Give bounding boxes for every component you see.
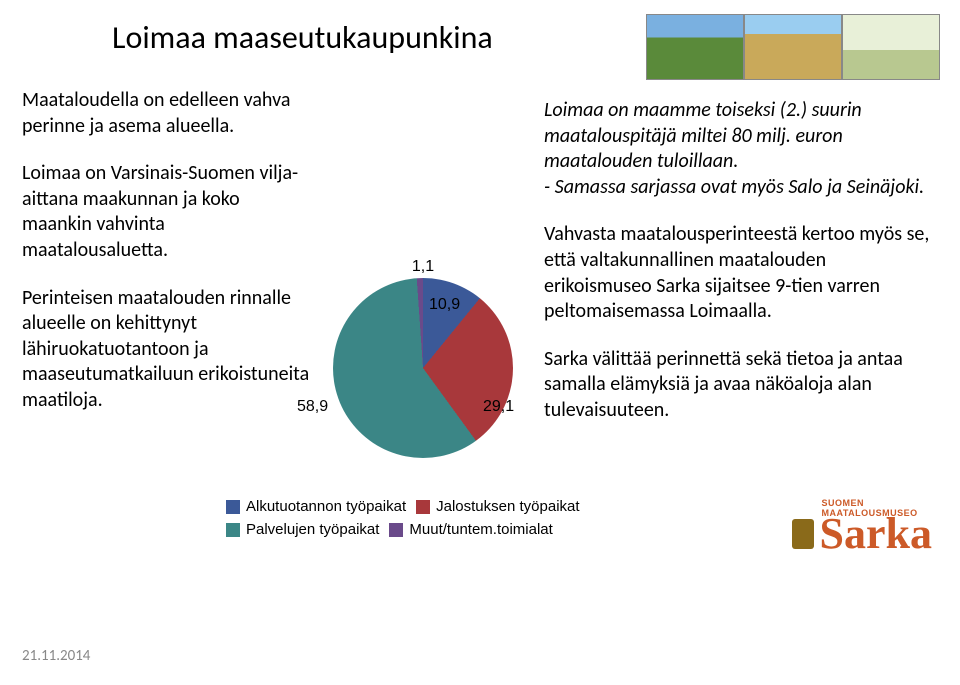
legend-item: Jalostuksen työpaikat bbox=[416, 498, 579, 515]
legend-label: Muut/tuntem.toimialat bbox=[409, 521, 552, 538]
right-italic: Loimaa on maamme toiseksi (2.) suurin ma… bbox=[544, 98, 936, 200]
sarka-logo-main: Sarka bbox=[792, 512, 932, 556]
left-para-3: Perinteisen maatalouden rinnalle alueell… bbox=[22, 286, 310, 414]
legend-label: Alkutuotannon työpaikat bbox=[246, 498, 406, 515]
right-body-1: Vahvasta maatalousperinteestä kertoo myö… bbox=[544, 222, 936, 324]
legend-label: Palvelujen työpaikat bbox=[246, 521, 379, 538]
legend-item: Alkutuotannon työpaikat bbox=[226, 498, 406, 515]
left-para-1: Maataloudella on edelleen vahva perinne … bbox=[22, 88, 310, 139]
photo-strip bbox=[646, 14, 940, 80]
legend-item: Palvelujen työpaikat bbox=[226, 521, 379, 538]
legend-row: Alkutuotannon työpaikat Jalostuksen työpa… bbox=[226, 498, 586, 515]
left-para-2: Loimaa on Varsinais-Suomen vilja-aittana… bbox=[22, 161, 310, 263]
left-column: Maataloudella on edelleen vahva perinne … bbox=[22, 88, 310, 436]
pie-slice-label-2: 10,9 bbox=[429, 296, 460, 314]
pie-top-label: 1,1 bbox=[318, 258, 528, 276]
legend-swatch bbox=[389, 523, 403, 537]
legend-label: Jalostuksen työpaikat bbox=[436, 498, 579, 515]
sarka-logo-text: Sarka bbox=[820, 512, 932, 556]
footer-date: 21.11.2014 bbox=[22, 647, 90, 665]
pie-chart-wrap: 1,1 58,9 29,1 10,9 bbox=[318, 258, 528, 458]
photo-lambs bbox=[842, 14, 940, 80]
sarka-logo-icon bbox=[792, 519, 814, 549]
pie-legend: Alkutuotannon työpaikat Jalostuksen työpa… bbox=[226, 498, 586, 544]
photo-cow bbox=[646, 14, 744, 80]
right-column: Loimaa on maamme toiseksi (2.) suurin ma… bbox=[544, 98, 936, 446]
right-body-2: Sarka välittää perinnettä sekä tietoa ja… bbox=[544, 347, 936, 424]
pie-slice-label-1: 29,1 bbox=[483, 398, 514, 416]
legend-row: Palvelujen työpaikat Muut/tuntem.toimiala… bbox=[226, 521, 586, 538]
pie-chart: 58,9 29,1 10,9 bbox=[333, 278, 513, 458]
legend-swatch bbox=[226, 523, 240, 537]
sarka-logo: SUOMENMAATALOUSMUSEO Sarka bbox=[792, 498, 932, 556]
legend-swatch bbox=[226, 500, 240, 514]
legend-swatch bbox=[416, 500, 430, 514]
legend-item: Muut/tuntem.toimialat bbox=[389, 521, 552, 538]
page-title: Loimaa maaseutukaupunkina bbox=[112, 18, 493, 57]
pie-slice-label-0: 58,9 bbox=[297, 398, 328, 416]
photo-haybale bbox=[744, 14, 842, 80]
